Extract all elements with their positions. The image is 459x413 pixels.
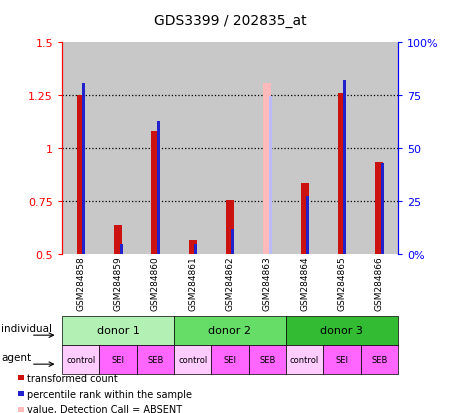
- Bar: [305, 196, 308, 254]
- Bar: [157, 121, 160, 254]
- Bar: [323, 43, 360, 254]
- Text: SEI: SEI: [223, 355, 236, 364]
- Text: donor 1: donor 1: [96, 325, 139, 335]
- Bar: [231, 230, 234, 254]
- Bar: [285, 43, 323, 254]
- Bar: [263, 83, 271, 254]
- Bar: [375, 162, 382, 254]
- Text: SEI: SEI: [112, 355, 124, 364]
- Text: percentile rank within the sample: percentile rank within the sample: [27, 389, 191, 399]
- Bar: [380, 164, 383, 254]
- Text: donor 3: donor 3: [320, 325, 363, 335]
- Bar: [300, 183, 308, 254]
- Text: control: control: [66, 355, 95, 364]
- Bar: [188, 240, 196, 254]
- Text: control: control: [178, 355, 207, 364]
- Bar: [194, 244, 197, 254]
- Bar: [225, 200, 234, 254]
- Bar: [114, 225, 122, 254]
- Bar: [62, 43, 99, 254]
- Text: SEB: SEB: [258, 355, 275, 364]
- Bar: [268, 97, 271, 254]
- Bar: [343, 81, 346, 254]
- Text: SEB: SEB: [147, 355, 163, 364]
- Bar: [248, 43, 285, 254]
- Text: transformed count: transformed count: [27, 373, 117, 383]
- Bar: [174, 43, 211, 254]
- Text: GDS3399 / 202835_at: GDS3399 / 202835_at: [153, 14, 306, 28]
- Text: control: control: [289, 355, 319, 364]
- Text: individual: individual: [1, 323, 52, 333]
- Bar: [119, 244, 122, 254]
- Text: SEI: SEI: [335, 355, 347, 364]
- Bar: [99, 43, 136, 254]
- Text: donor 2: donor 2: [208, 325, 251, 335]
- Bar: [77, 96, 84, 254]
- Bar: [151, 132, 159, 254]
- Text: SEB: SEB: [370, 355, 386, 364]
- Bar: [337, 94, 345, 254]
- Bar: [211, 43, 248, 254]
- Bar: [82, 83, 85, 254]
- Text: agent: agent: [1, 352, 31, 362]
- Bar: [360, 43, 397, 254]
- Bar: [136, 43, 174, 254]
- Text: value, Detection Call = ABSENT: value, Detection Call = ABSENT: [27, 404, 181, 413]
